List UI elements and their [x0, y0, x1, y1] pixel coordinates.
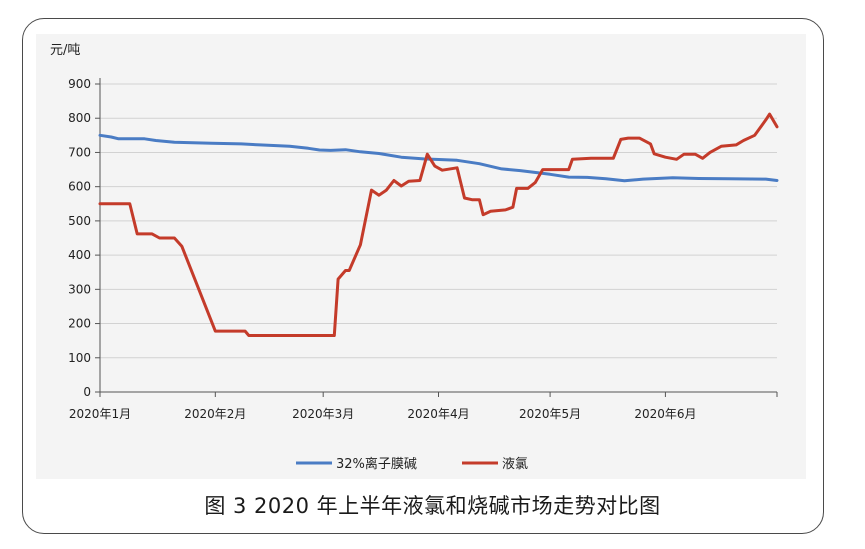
y-tick-label: 300: [68, 282, 91, 296]
x-tick-label: 2020年4月: [407, 407, 469, 421]
chart-panel: [36, 34, 806, 479]
legend: 32%离子膜碱 液氯: [296, 456, 528, 472]
y-tick-label: 400: [68, 248, 91, 262]
legend-label: 液氯: [502, 457, 528, 472]
legend-label: 32%离子膜碱: [336, 456, 417, 472]
gridlines: [100, 83, 777, 359]
x-axis-ticks: 2020年1月 2020年2月 2020年3月 2020年4月 2020年5月 2020年…: [69, 392, 778, 421]
y-tick-label: 700: [68, 145, 91, 159]
y-axis-unit-label: 元/吨: [50, 43, 81, 58]
y-tick-label: 200: [68, 317, 91, 331]
x-tick-label: 2020年2月: [184, 407, 246, 421]
y-tick-label: 600: [68, 180, 91, 194]
y-tick-label: 0: [83, 385, 91, 399]
axes: [99, 78, 777, 393]
x-tick-label: 2020年3月: [292, 407, 354, 421]
y-axis-ticks: 0 100 200 300 400 500 600 700 800 900: [68, 77, 100, 399]
series-lines: [98, 112, 779, 337]
figure-caption: 图 3 2020 年上半年液氯和烧碱市场走势对比图: [204, 494, 661, 518]
y-tick-label: 500: [68, 214, 91, 228]
x-tick-label: 2020年5月: [519, 407, 581, 421]
y-tick-label: 800: [68, 111, 91, 125]
x-tick-label: 2020年6月: [634, 407, 696, 421]
y-tick-label: 900: [68, 77, 91, 91]
series-line-2: [98, 112, 779, 337]
x-tick-label: 2020年1月: [69, 407, 131, 421]
y-tick-label: 100: [68, 351, 91, 365]
series-line-1: [98, 133, 779, 183]
